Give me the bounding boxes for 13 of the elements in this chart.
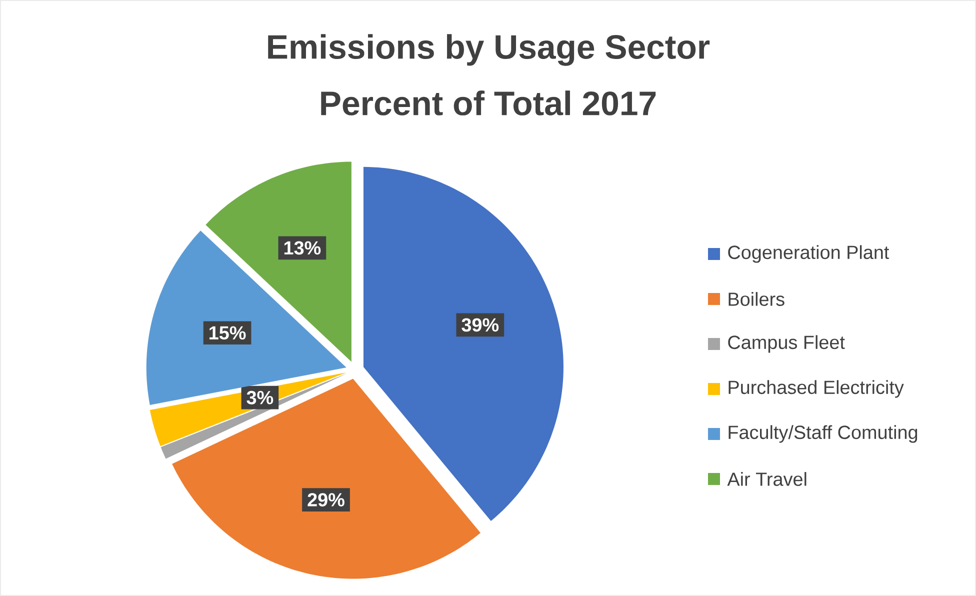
data-label: 29% — [308, 493, 344, 506]
legend-label: Campus Fleet — [728, 335, 845, 353]
legend-label: Air Travel — [727, 472, 806, 486]
data-label: 3% — [246, 390, 274, 404]
legend-label: Boilers — [728, 292, 784, 306]
legend-label: Faculty/Staff Comuting — [728, 425, 918, 443]
chart-subtitle: Percent of Total 2017 — [321, 90, 656, 116]
legend-label: Purchased Electricity — [728, 380, 904, 398]
data-label: 39% — [462, 318, 499, 332]
chart-title: Emissions by Usage Sector — [268, 34, 710, 66]
data-label: 15% — [210, 326, 246, 340]
legend-label: Cogeneration Plant — [728, 245, 890, 263]
data-label: 13% — [284, 241, 321, 255]
